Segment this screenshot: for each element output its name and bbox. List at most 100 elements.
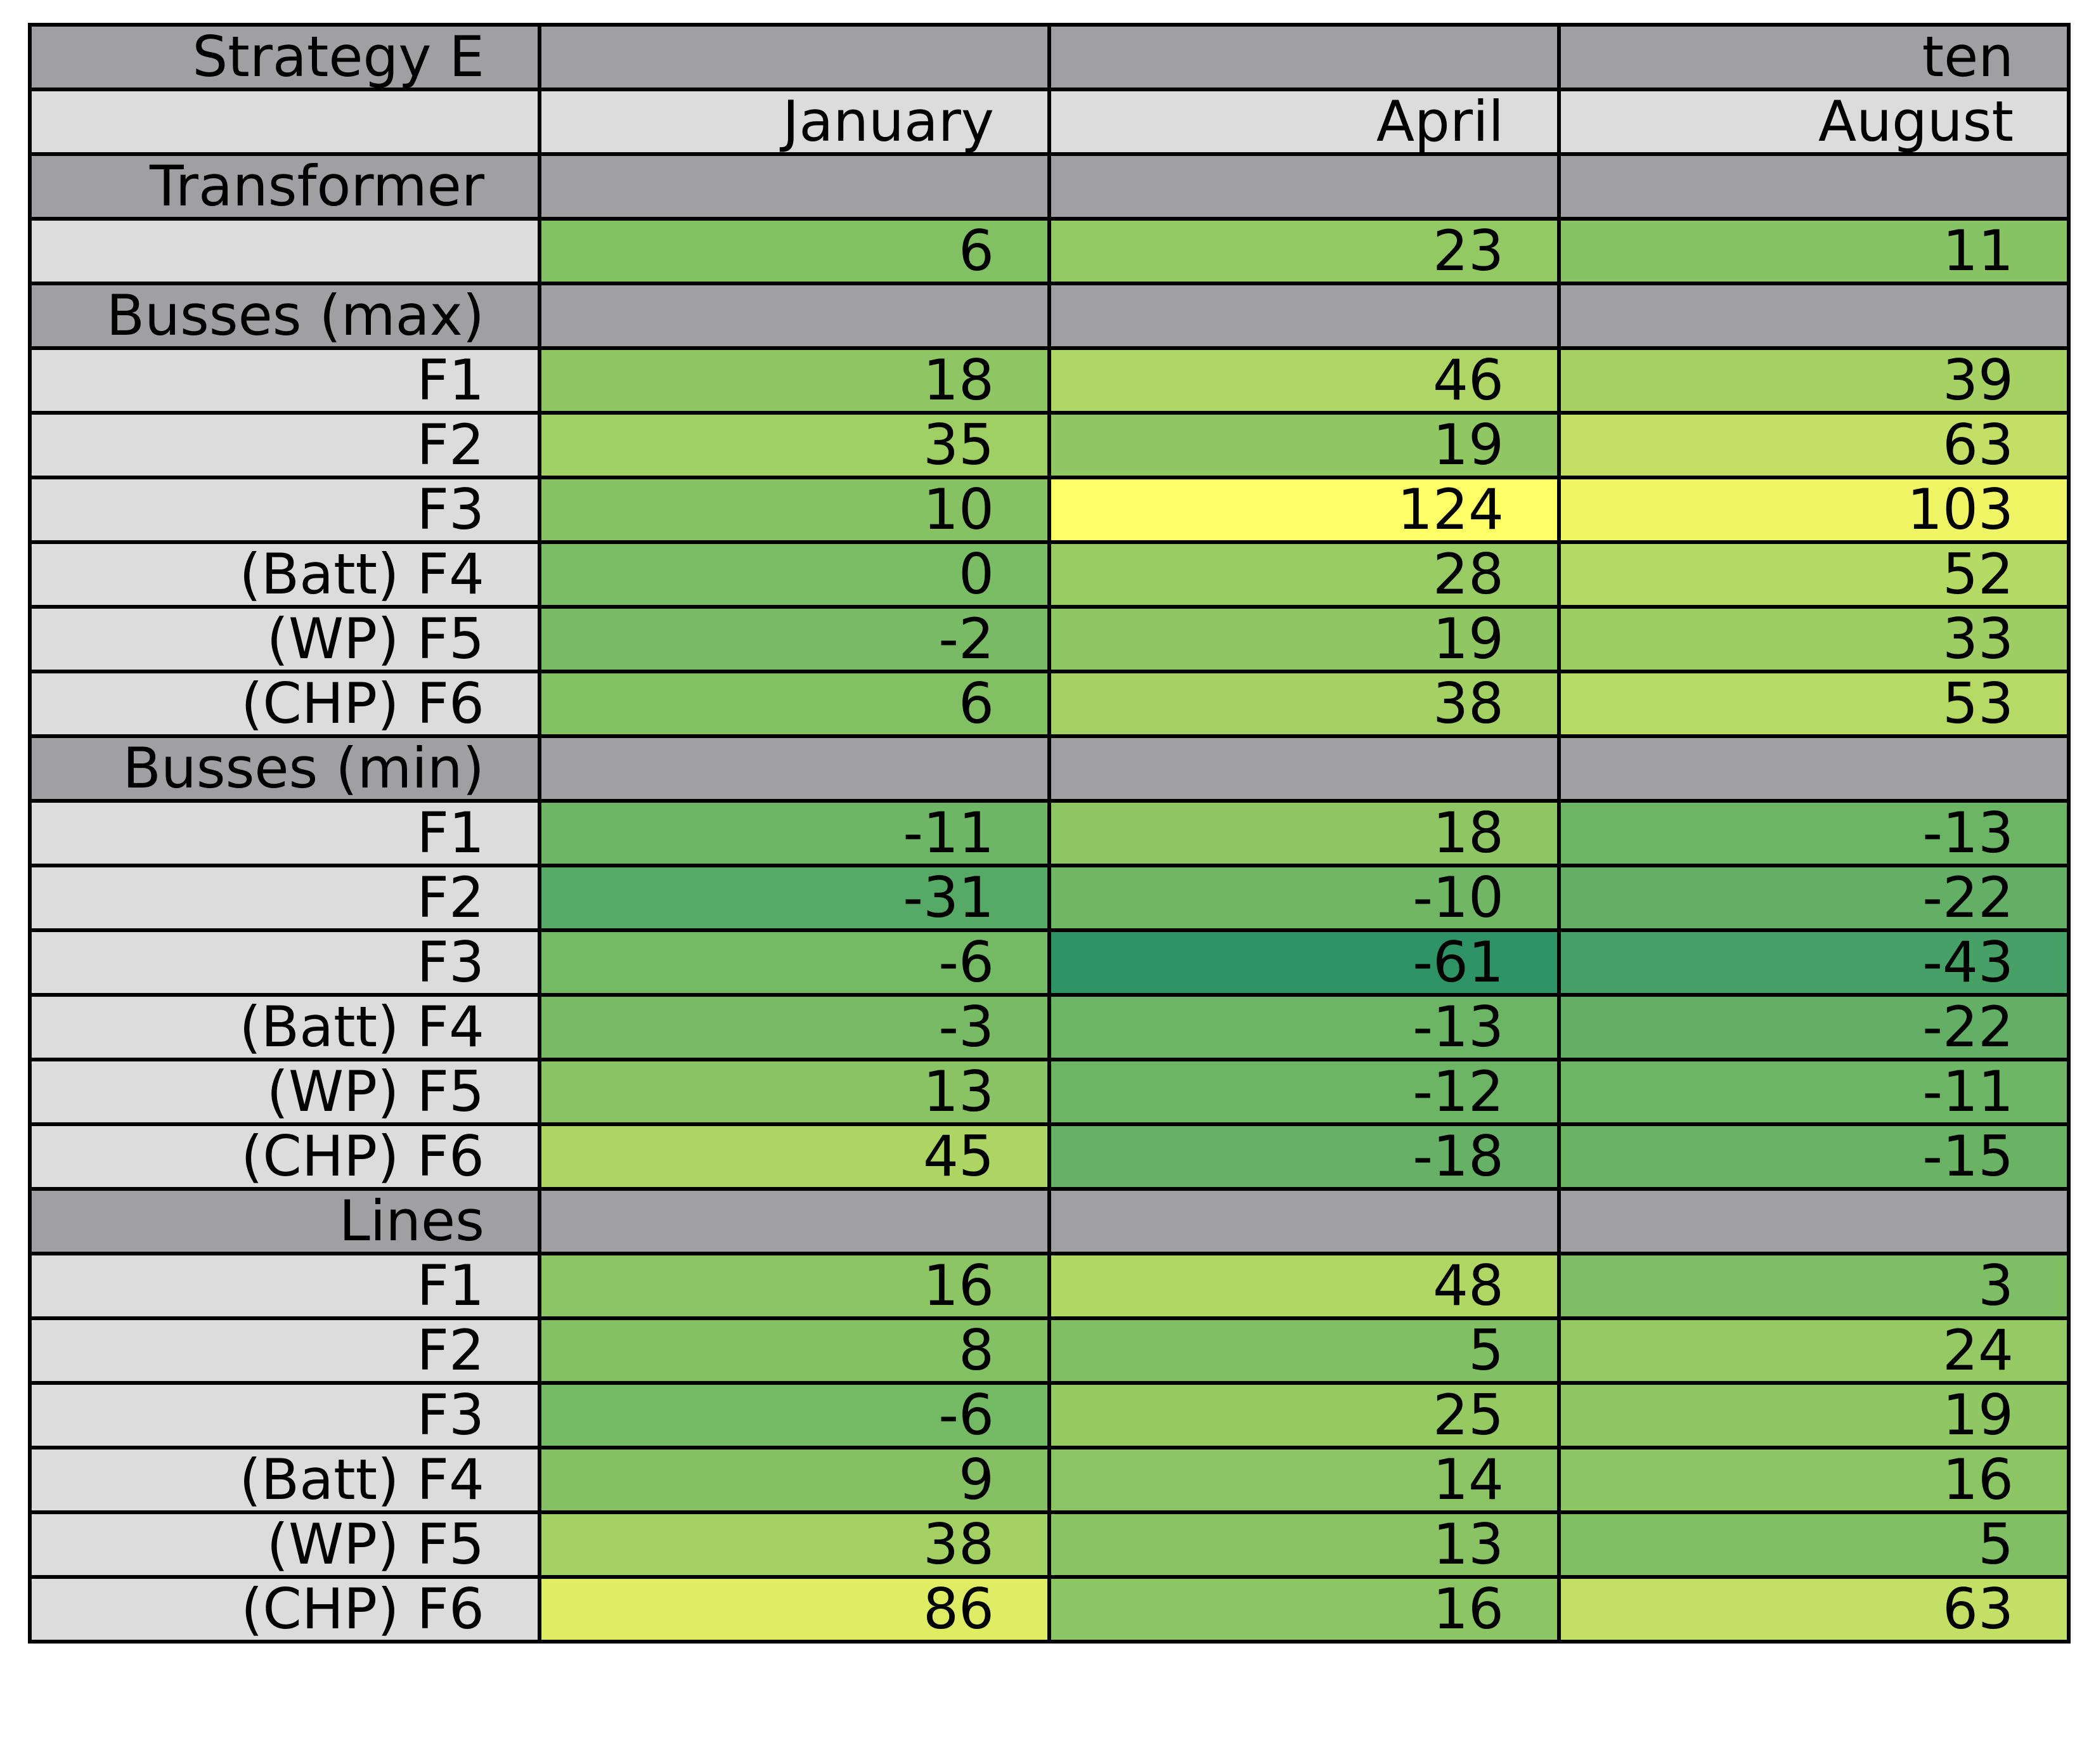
row-label: (CHP) F6 bbox=[28, 1575, 541, 1644]
section-header-cell bbox=[538, 282, 1051, 350]
heatmap-cell: 10 bbox=[538, 476, 1051, 544]
heatmap-cell: 18 bbox=[1047, 799, 1561, 867]
section-header-row: Busses (max) bbox=[28, 282, 2071, 350]
heatmap-cell: 6 bbox=[538, 670, 1051, 738]
heatmap-cell: -18 bbox=[1047, 1122, 1561, 1191]
data-row: (CHP) F6 6 38 53 bbox=[28, 670, 2071, 738]
heatmap-cell: -11 bbox=[1557, 1058, 2071, 1126]
heatmap-cell: -43 bbox=[1557, 928, 2071, 997]
heatmap-cell: 11 bbox=[1557, 217, 2071, 285]
heatmap-cell: 46 bbox=[1047, 346, 1561, 415]
section-header-cell bbox=[538, 1187, 1051, 1255]
section-header-cell bbox=[1047, 1187, 1561, 1255]
row-label: (CHP) F6 bbox=[28, 1122, 541, 1191]
heatmap-cell: 5 bbox=[1047, 1316, 1561, 1385]
heatmap-cell: 28 bbox=[1047, 540, 1561, 609]
heatmap-cell: -3 bbox=[538, 993, 1051, 1061]
data-row: (WP) F5 -2 19 33 bbox=[28, 605, 2071, 673]
section-header-cell bbox=[538, 152, 1051, 221]
heatmap-cell: 0 bbox=[538, 540, 1051, 609]
data-row: F3 10 124 103 bbox=[28, 476, 2071, 544]
heatmap-cell: -6 bbox=[538, 928, 1051, 997]
heatmap-cell: 38 bbox=[538, 1510, 1051, 1579]
section-header: Busses (max) bbox=[28, 282, 541, 350]
heatmap-cell: 24 bbox=[1557, 1316, 2071, 1385]
section-header-cell bbox=[1047, 734, 1561, 803]
heatmap-cell: -10 bbox=[1047, 864, 1561, 932]
heatmap-cell: 13 bbox=[538, 1058, 1051, 1126]
section-header-row: Transformer bbox=[28, 152, 2071, 221]
data-row: F2 8 5 24 bbox=[28, 1316, 2071, 1385]
heatmap-cell: 63 bbox=[1557, 411, 2071, 479]
section-header-cell bbox=[538, 734, 1051, 803]
heatmap-cell: -13 bbox=[1047, 993, 1561, 1061]
column-header: August bbox=[1557, 88, 2071, 156]
column-header: January bbox=[538, 88, 1051, 156]
heatmap-cell: 5 bbox=[1557, 1510, 2071, 1579]
heatmap-cell: 39 bbox=[1557, 346, 2071, 415]
title-row-cell bbox=[1047, 23, 1561, 91]
section-header-cell bbox=[1557, 152, 2071, 221]
heatmap-cell: 14 bbox=[1047, 1446, 1561, 1514]
row-label: F2 bbox=[28, 1316, 541, 1385]
heatmap-cell: -22 bbox=[1557, 993, 2071, 1061]
data-row: F2 35 19 63 bbox=[28, 411, 2071, 479]
heatmap-cell: 16 bbox=[1557, 1446, 2071, 1514]
section-header-row: Lines bbox=[28, 1187, 2071, 1255]
data-row: F3 -6 -61 -43 bbox=[28, 928, 2071, 997]
heatmap-cell: 33 bbox=[1557, 605, 2071, 673]
row-label: (CHP) F6 bbox=[28, 670, 541, 738]
data-row: (WP) F5 13 -12 -11 bbox=[28, 1058, 2071, 1126]
section-header-cell bbox=[1557, 1187, 2071, 1255]
heatmap-cell: -31 bbox=[538, 864, 1051, 932]
heatmap-cell: 45 bbox=[538, 1122, 1051, 1191]
data-row: (CHP) F6 86 16 63 bbox=[28, 1575, 2071, 1644]
heatmap-cell: -11 bbox=[538, 799, 1051, 867]
column-header-corner bbox=[28, 88, 541, 156]
data-row: F1 16 48 3 bbox=[28, 1252, 2071, 1320]
heatmap-cell: -2 bbox=[538, 605, 1051, 673]
row-label bbox=[28, 217, 541, 285]
row-label: F1 bbox=[28, 1252, 541, 1320]
data-row: F1 18 46 39 bbox=[28, 346, 2071, 415]
heatmap-cell: 13 bbox=[1047, 1510, 1561, 1579]
row-label: F2 bbox=[28, 411, 541, 479]
data-row: (Batt) F4 0 28 52 bbox=[28, 540, 2071, 609]
section-header-cell bbox=[1557, 282, 2071, 350]
heatmap-cell: 19 bbox=[1047, 411, 1561, 479]
data-row: (CHP) F6 45 -18 -15 bbox=[28, 1122, 2071, 1191]
heatmap-cell: 16 bbox=[1047, 1575, 1561, 1644]
column-group-label: ten bbox=[1557, 23, 2071, 91]
section-header-cell bbox=[1047, 282, 1561, 350]
heatmap-cell: 63 bbox=[1557, 1575, 2071, 1644]
heatmap-cell: 48 bbox=[1047, 1252, 1561, 1320]
heatmap-cell: -6 bbox=[538, 1381, 1051, 1449]
row-label: F3 bbox=[28, 928, 541, 997]
section-header: Transformer bbox=[28, 152, 541, 221]
heatmap-cell: 53 bbox=[1557, 670, 2071, 738]
title-row-cell bbox=[538, 23, 1051, 91]
data-row: (WP) F5 38 13 5 bbox=[28, 1510, 2071, 1579]
row-label: F2 bbox=[28, 864, 541, 932]
data-row: (Batt) F4 -3 -13 -22 bbox=[28, 993, 2071, 1061]
row-label: F3 bbox=[28, 1381, 541, 1449]
title-row: Strategy E ten bbox=[28, 23, 2071, 91]
heatmap-cell: 25 bbox=[1047, 1381, 1561, 1449]
heatmap-cell: 86 bbox=[538, 1575, 1051, 1644]
heatmap-cell: 124 bbox=[1047, 476, 1561, 544]
data-row: F3 -6 25 19 bbox=[28, 1381, 2071, 1449]
data-row: (Batt) F4 9 14 16 bbox=[28, 1446, 2071, 1514]
row-label: (Batt) F4 bbox=[28, 540, 541, 609]
heatmap-cell: 18 bbox=[538, 346, 1051, 415]
section-header-cell bbox=[1557, 734, 2071, 803]
row-label: (WP) F5 bbox=[28, 605, 541, 673]
row-label: (WP) F5 bbox=[28, 1058, 541, 1126]
heatmap-cell: 16 bbox=[538, 1252, 1051, 1320]
section-header-row: Busses (min) bbox=[28, 734, 2071, 803]
row-label: (Batt) F4 bbox=[28, 1446, 541, 1514]
heatmap-cell: 8 bbox=[538, 1316, 1051, 1385]
section-header-cell bbox=[1047, 152, 1561, 221]
row-label: F1 bbox=[28, 799, 541, 867]
heatmap-cell: -22 bbox=[1557, 864, 2071, 932]
